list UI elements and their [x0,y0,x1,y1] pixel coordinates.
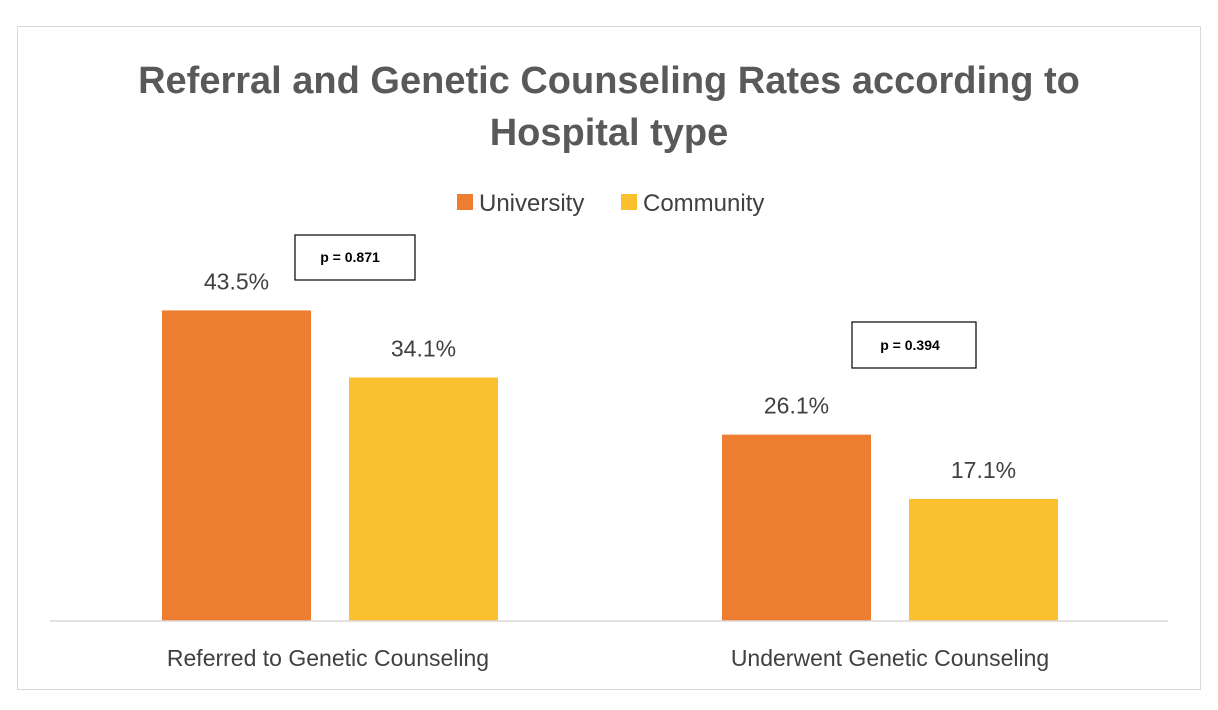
p-value-box-referred: p = 0.871 [294,234,416,281]
p-value-box-underwent-frame [851,321,977,369]
data-label-university-underwent: 26.1% [764,393,829,419]
legend-swatch-university [457,194,473,210]
data-label-community-referred: 34.1% [391,336,456,362]
p-value-box-referred-frame [294,234,416,281]
p-value-box-underwent: p = 0.394 [851,321,977,369]
bar-university-referred [162,310,311,621]
x-tick-label-referred: Referred to Genetic Counseling [167,645,489,671]
bars-group: 43.5% 34.1% 26.1% 17.1% [162,268,1058,621]
legend-label-community: Community [643,190,764,217]
bar-community-underwent [909,498,1058,621]
bar-community-referred [349,377,498,621]
legend-swatch-community [621,194,637,210]
data-label-community-underwent: 17.1% [951,457,1016,483]
chart-title-line-2: Hospital type [490,112,729,154]
legend: University Community [457,190,764,217]
legend-label-university: University [479,190,584,217]
p-value-text-underwent: p = 0.394 [880,337,940,353]
chart-title-line-1: Referral and Genetic Counseling Rates ac… [138,60,1080,102]
p-value-text-referred: p = 0.871 [320,249,380,265]
data-label-university-referred: 43.5% [204,268,269,294]
x-tick-label-underwent: Underwent Genetic Counseling [731,645,1049,671]
bar-university-underwent [722,434,871,621]
